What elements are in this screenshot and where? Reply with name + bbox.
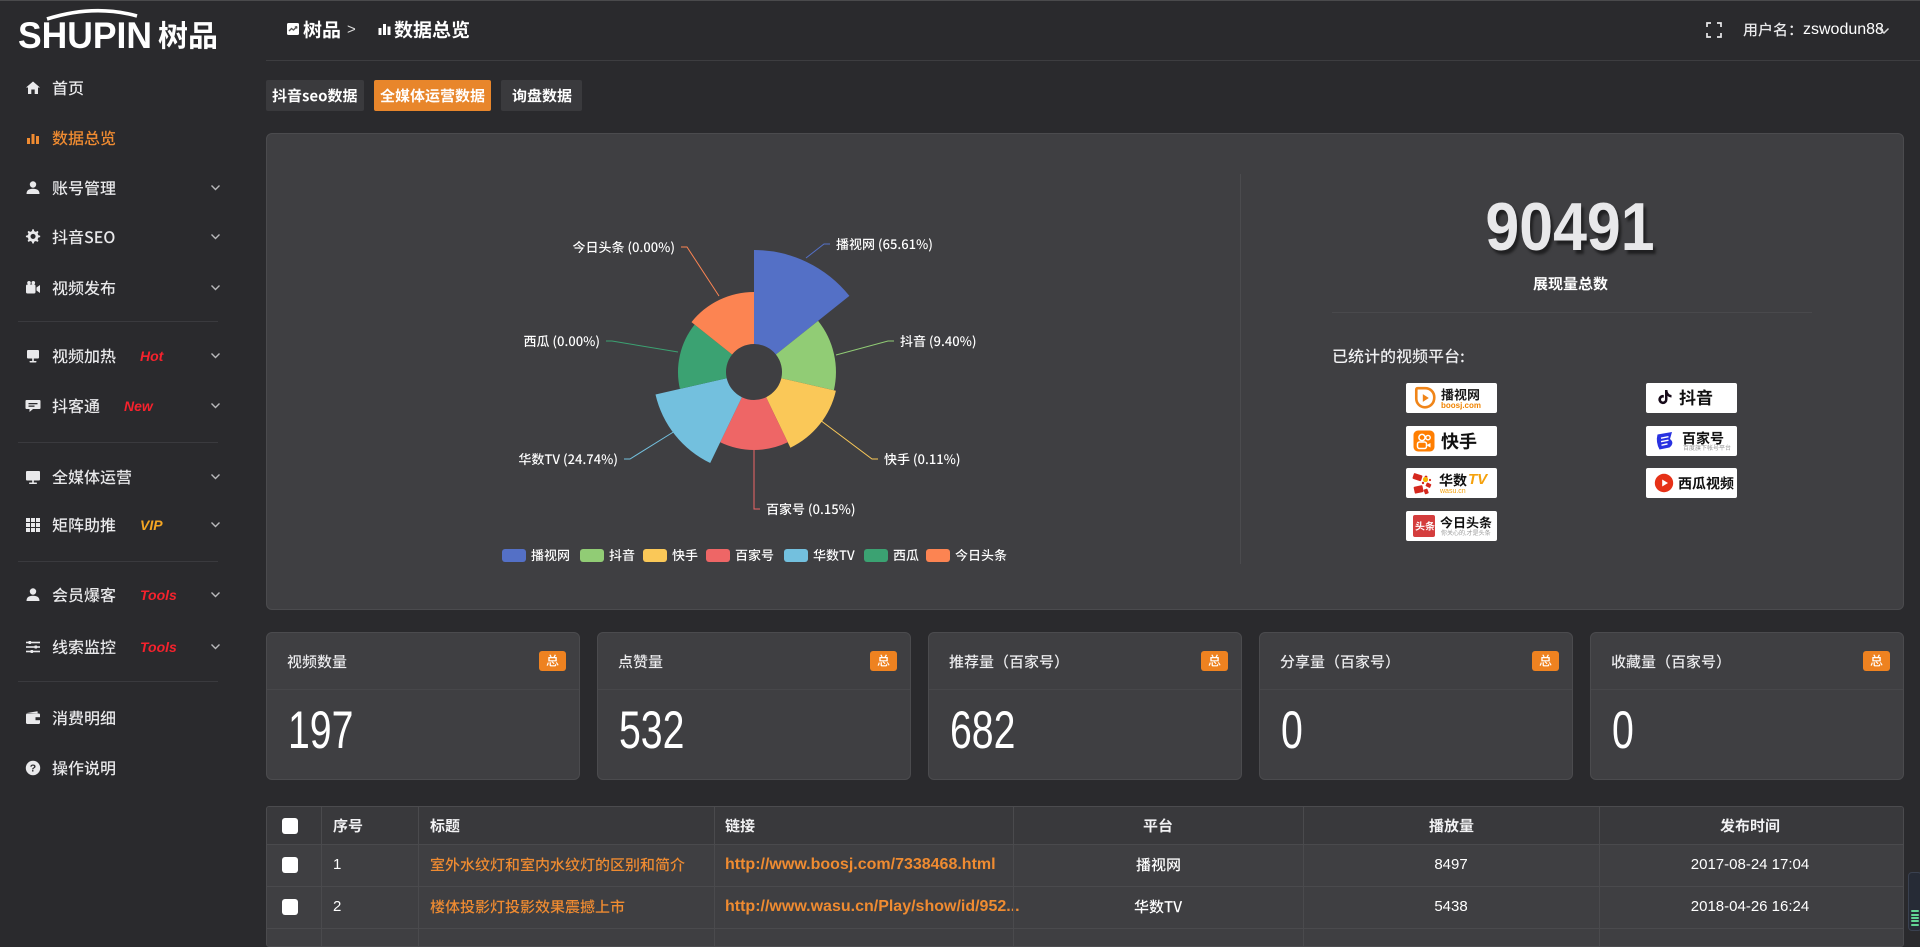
svg-text:?: ? [30, 762, 36, 774]
svg-text:SHUPIN: SHUPIN [18, 15, 152, 54]
